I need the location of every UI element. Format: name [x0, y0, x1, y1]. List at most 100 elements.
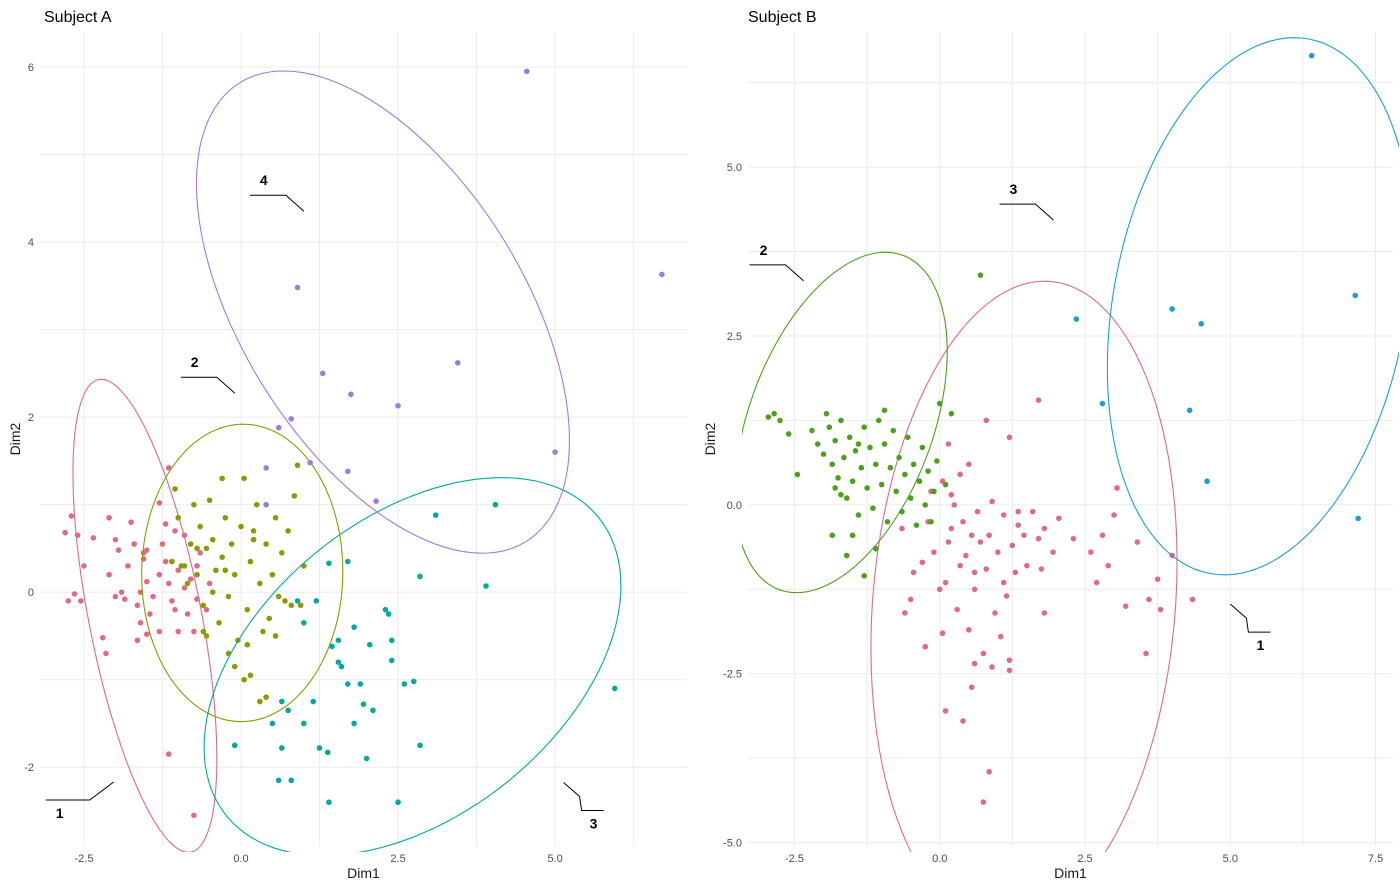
panel-2-point [1006, 657, 1013, 664]
panel-2-point [919, 559, 926, 566]
panel-2-point [980, 650, 987, 657]
panel-1-point [263, 501, 269, 508]
panel-2-point [907, 495, 914, 501]
panel-2-point [951, 502, 958, 508]
panel-1-point [206, 580, 213, 587]
panel-1-point [200, 602, 207, 609]
panel-1-point [247, 558, 254, 565]
panel-1-cluster-1: 1 [45, 378, 218, 852]
panel-2-point [948, 491, 955, 498]
panel-1-point [385, 611, 392, 617]
panel-2-point [902, 471, 908, 478]
panel-1-point [100, 634, 106, 641]
panel-2-point [1143, 650, 1149, 657]
panel-1-label-leader-4 [249, 194, 305, 212]
panel-2-point [1308, 52, 1315, 59]
panel-1-point [275, 424, 282, 431]
panel-2-point [960, 718, 966, 724]
panel-1-point [106, 514, 112, 521]
panel-2-point [977, 272, 984, 278]
panel-1-point [203, 633, 210, 639]
panel-1-point [395, 799, 401, 806]
panel-2-point [765, 414, 772, 420]
panel-1-ellipse-4 [195, 70, 570, 554]
panel-1-point [279, 745, 285, 751]
panel-1-point [279, 549, 285, 556]
panel-1-point [197, 549, 203, 556]
panel-1-point [659, 271, 665, 278]
panel-2-point [1015, 508, 1022, 515]
panel-2-point [861, 424, 868, 430]
panel-1-point [272, 514, 279, 521]
panel-2-point [1146, 596, 1152, 603]
panel-1-point [417, 742, 423, 749]
panel-1-point [140, 549, 147, 556]
panel-2-point [1111, 512, 1117, 518]
panel-2-point [1000, 579, 1007, 586]
panel-2-point [1122, 603, 1129, 609]
panel-2-x-axis-label: Dim1 [1054, 865, 1087, 881]
panel-1-point [191, 628, 197, 635]
panel-2-y-tick-label: 0.0 [727, 500, 742, 512]
panel-2-point [809, 427, 815, 434]
panel-1-point [62, 529, 68, 536]
panel-1-point [231, 663, 238, 670]
panel-2-cluster-label-2: 2 [760, 242, 768, 258]
panel-2-point [939, 630, 946, 637]
panel-1-point [165, 751, 172, 757]
panel-2-label-leader-2 [749, 264, 804, 282]
panel-2-point [1041, 610, 1048, 616]
panel-2-point [989, 498, 995, 505]
panel-1-point [147, 611, 153, 617]
panel-1-y-axis-label: Dim2 [7, 422, 23, 455]
panel-1-point [269, 720, 276, 727]
panel-1-point [118, 589, 125, 595]
panel-1-cluster-label-2: 2 [191, 354, 199, 370]
panel-1-point [122, 596, 128, 602]
panel-2-point [968, 532, 975, 539]
panel-2-point [864, 485, 870, 491]
panel-1-point [260, 628, 266, 635]
panel-1-point [313, 598, 320, 604]
panel-2-point [1035, 535, 1042, 542]
panel-2-point [870, 505, 876, 512]
panel-1-point [324, 749, 331, 756]
panel-1-point [326, 799, 332, 806]
panel-2-title: Subject B [748, 9, 816, 26]
panel-1-point [288, 416, 295, 422]
panel-2-point [794, 471, 801, 478]
panel-2-point [1186, 407, 1193, 414]
panel-2-y-axis-label: Dim2 [702, 422, 718, 455]
panel-1-point [172, 528, 178, 534]
panel-1-label-leader-3 [563, 782, 604, 811]
panel-2-point [919, 444, 926, 451]
panel-2-point [1189, 596, 1196, 603]
panel-2-ellipse-3 [1106, 37, 1399, 576]
panel-2-x-tick-label: -2.5 [785, 853, 804, 865]
panel-1-point [115, 547, 122, 553]
panel-2-point [989, 664, 995, 670]
panel-2-x-tick-label: 0.0 [932, 853, 947, 865]
panel-2-point [936, 586, 943, 593]
panel-1-point [203, 606, 210, 613]
panel-2-point [829, 461, 836, 468]
panel-1-point [200, 628, 207, 635]
panel-1-point [191, 812, 197, 819]
panel-1-point [492, 501, 499, 508]
panel-1-point [143, 578, 150, 585]
panel-2-point [934, 458, 940, 464]
panel-2-point [948, 525, 955, 532]
panel-1-point [159, 541, 166, 547]
panel-1-point [175, 567, 181, 574]
panel-2-point [1154, 576, 1161, 582]
panel-1-x-axis-label: Dim1 [347, 865, 380, 881]
panel-1-point [203, 545, 210, 552]
panel-2-point [893, 488, 899, 495]
panel-1-point [241, 676, 247, 683]
panel-2-point [971, 660, 978, 667]
panel-1-point [231, 742, 238, 749]
panel-1-point [285, 707, 291, 714]
panel-1-point [206, 497, 213, 504]
panel-1-point [172, 486, 178, 492]
panel-1-point [194, 563, 200, 569]
